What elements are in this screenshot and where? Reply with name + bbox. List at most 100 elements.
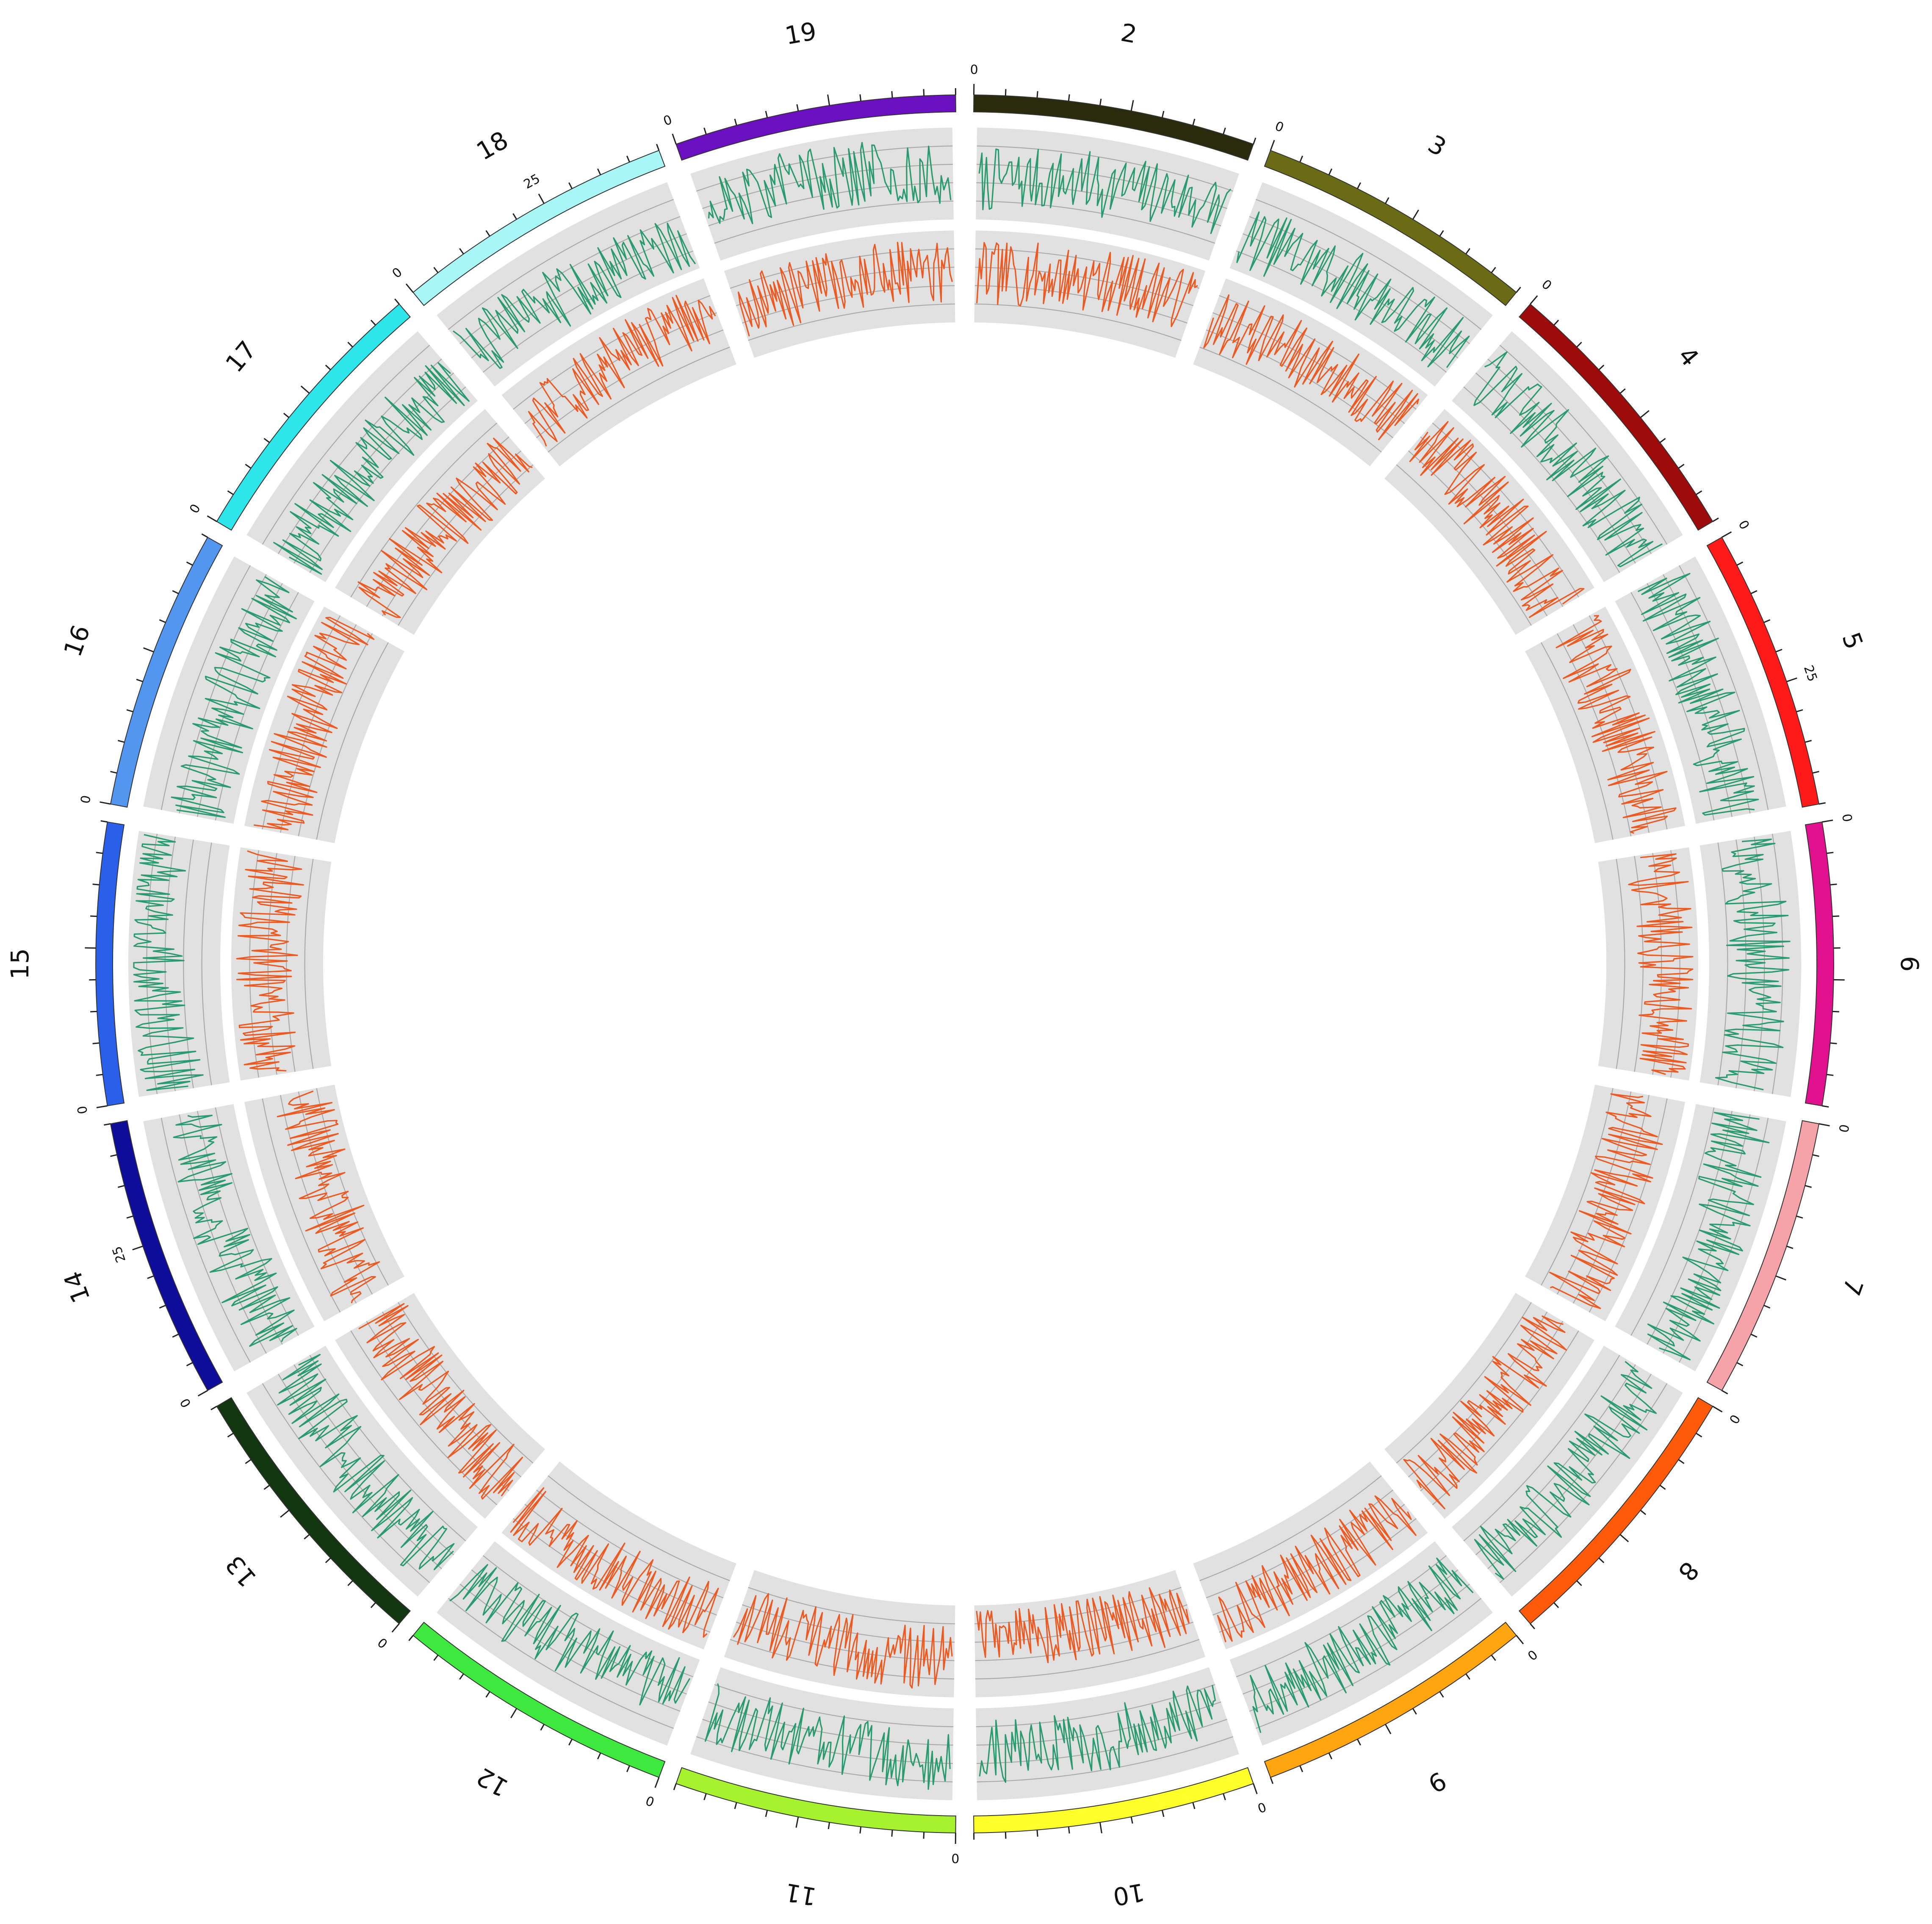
chromosome-label-12: 12 (472, 1762, 513, 1802)
chromosome-label-13: 13 (220, 1550, 262, 1592)
tick-mark (1385, 1724, 1392, 1734)
tick-mark (325, 1557, 331, 1563)
tick-mark (827, 94, 830, 106)
track-panel-outer-track-chr-13 (246, 1345, 478, 1597)
track-gridline (1589, 615, 1668, 830)
track-gridline (536, 1489, 724, 1598)
tick-mark (1491, 1655, 1496, 1661)
tick-mark (1270, 140, 1275, 151)
tick-mark (1696, 490, 1702, 496)
track-gridline (1396, 464, 1532, 626)
tick-mark (1750, 590, 1758, 594)
track-gridline (1717, 842, 1728, 1085)
tick-mark (159, 1304, 166, 1309)
track-gridline (1616, 859, 1625, 1069)
tick-label-mid: 25 (110, 1244, 129, 1265)
tick-mark (1696, 1432, 1702, 1438)
tick-mark (1439, 230, 1444, 237)
tick-label-mid: 25 (521, 171, 543, 192)
track-gridline (1630, 1107, 1715, 1336)
tick-mark (1385, 197, 1389, 204)
signal-line-outer-track-chr-18 (453, 222, 696, 369)
tick-mark (703, 1793, 707, 1800)
tick-mark (1678, 1459, 1685, 1464)
tick-mark (1775, 1275, 1786, 1281)
tick-mark (186, 561, 193, 566)
tick-mark (673, 1783, 677, 1791)
signal-line-inner-track-chr-7 (1549, 1093, 1663, 1309)
track-gridline (974, 303, 1182, 341)
track-gridline (1243, 1569, 1459, 1695)
tick-mark (1830, 883, 1837, 886)
tick-mark (143, 647, 154, 653)
track-gridline (197, 583, 283, 817)
tick-mark (1516, 287, 1521, 293)
tick-mark (1819, 802, 1826, 805)
track-gridline (262, 345, 430, 545)
track-gridline (1199, 1475, 1382, 1581)
signal-line-outer-track-chr-4 (1473, 351, 1663, 568)
signal-line-outer-track-chr-6 (1715, 839, 1791, 1091)
chromosome-label-3: 3 (1423, 129, 1451, 162)
tick-mark (1712, 518, 1719, 522)
track-gridline (748, 1587, 955, 1625)
signal-line-outer-track-chr-8 (1474, 1361, 1657, 1580)
track-gridline (309, 1355, 466, 1542)
signal-line-inner-track-chr-6 (1628, 853, 1694, 1075)
tick-mark (672, 133, 677, 144)
signal-line-outer-track-chr-13 (277, 1354, 455, 1570)
track-panel-inner-track-chr-15 (231, 847, 332, 1081)
ticks (85, 84, 1845, 1844)
tick-mark (485, 230, 490, 237)
track-panel-inner-track-chr-19 (724, 230, 955, 358)
tick-mark (1763, 1304, 1771, 1309)
track-gridline (309, 386, 466, 573)
signal-line-outer-track-chr-12 (449, 1564, 691, 1705)
chromosome-label-4: 4 (1672, 341, 1705, 372)
tick-label-start: 0 (1524, 1647, 1540, 1663)
track-gridline (1199, 346, 1382, 453)
track-gridline (1541, 1088, 1614, 1286)
track-gridline (298, 1091, 373, 1295)
signal-line-outer-track-chr-17 (273, 362, 470, 575)
track-gridline (350, 1330, 498, 1506)
track-gridline (179, 574, 267, 814)
tick-mark (512, 213, 518, 220)
tick-mark (210, 1406, 217, 1410)
signal-line-outer-track-chr-9 (1249, 1557, 1474, 1733)
track-gridline (201, 842, 212, 1085)
tick-mark (1005, 89, 1007, 96)
signal-line-outer-track-chr-19 (708, 142, 952, 224)
tick-label-mid: 25 (1801, 664, 1820, 684)
chromosome-label-16: 16 (58, 621, 96, 661)
chromosome-label-7: 7 (1836, 1275, 1869, 1299)
track-gridline (730, 248, 955, 289)
tick-mark (96, 1105, 108, 1108)
tick-mark (1465, 1673, 1470, 1680)
tick-mark (1491, 267, 1496, 273)
track-gridline (215, 1107, 299, 1336)
track-gridline (161, 1118, 251, 1363)
signal-line-outer-track-chr-5 (1637, 573, 1759, 816)
tick-mark (734, 1802, 737, 1809)
track-panel-outer-track-chr-3 (1229, 182, 1493, 387)
tick-label-start: 0 (951, 1850, 959, 1865)
tick-label-start: 0 (1539, 277, 1554, 293)
tick-mark (540, 1724, 545, 1731)
track-gridline (1256, 199, 1482, 330)
tick-mark (459, 1673, 464, 1680)
track-gridline (1663, 574, 1751, 814)
tick-label-start: 0 (187, 501, 204, 516)
tick-mark (172, 590, 179, 594)
tick-mark (1775, 648, 1783, 653)
tick-mark (1130, 100, 1134, 111)
tick-mark (300, 385, 310, 394)
tick-mark (656, 144, 660, 151)
tick-mark (186, 1362, 193, 1367)
track-gridline (146, 833, 158, 1094)
tick-mark (304, 1534, 310, 1540)
tick-mark (1721, 531, 1732, 538)
track-gridline (350, 422, 498, 598)
tick-mark (1805, 740, 1812, 743)
tick-mark (433, 1655, 439, 1661)
